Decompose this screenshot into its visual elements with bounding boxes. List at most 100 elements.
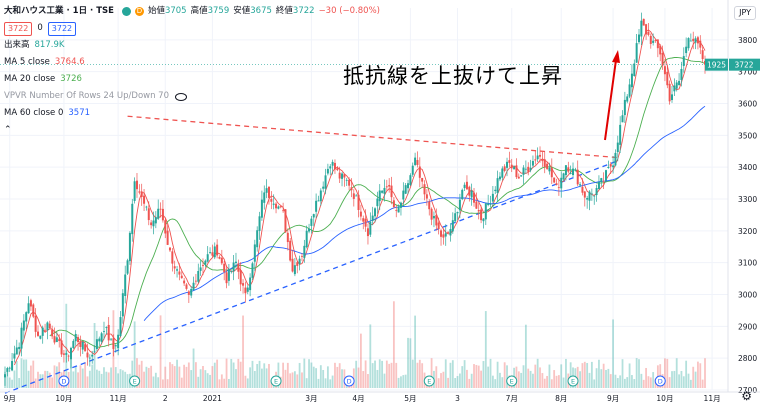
candle-body <box>489 204 492 205</box>
candle-body <box>680 68 683 81</box>
volume-bar <box>232 362 235 388</box>
candle-body <box>341 173 344 179</box>
candle-body <box>548 167 551 172</box>
volume-bar <box>555 375 558 388</box>
candle-body <box>397 206 400 213</box>
indicator-vpvr[interactable]: VPVR Number Of Rows 24 Up/Down 70 <box>4 88 380 105</box>
volume-bar <box>668 377 671 388</box>
volume-bar <box>649 377 652 388</box>
candle-body <box>701 50 704 60</box>
candle-body <box>432 216 435 219</box>
volume-bar <box>602 363 605 388</box>
volume-bar <box>110 367 112 388</box>
candle-body <box>166 230 169 245</box>
chevron-up-icon[interactable]: ⌃ <box>4 125 12 135</box>
candle-body <box>93 351 96 353</box>
volume-bar <box>614 374 617 388</box>
volume-bar <box>378 359 381 388</box>
candle-body <box>18 346 21 350</box>
volume-bar <box>652 372 655 388</box>
volume-bar <box>218 379 221 388</box>
candle-body <box>322 186 325 189</box>
candle-body <box>187 291 190 295</box>
volume-bar <box>473 364 475 388</box>
volume-bar <box>331 375 334 388</box>
x-tick-label: 2 <box>163 394 168 403</box>
volume-bar <box>550 379 553 388</box>
candle-body <box>482 218 485 222</box>
earnings-marker-icon <box>423 375 435 387</box>
indicator-ma20[interactable]: MA 20 close 3726 <box>4 71 380 88</box>
gear-icon[interactable]: ⚙ <box>741 389 752 403</box>
volume-bar <box>20 358 23 388</box>
candle-body <box>258 216 261 231</box>
candle-body <box>199 267 202 271</box>
candle-body <box>100 333 103 342</box>
candle-body <box>409 175 412 185</box>
candle-body <box>569 172 572 174</box>
volume-bar <box>484 311 487 388</box>
candle-body <box>449 229 452 236</box>
volume-bar <box>199 369 202 388</box>
volume-bar <box>289 373 292 388</box>
currency-selector[interactable]: JPY <box>734 6 756 20</box>
candle-body <box>131 203 134 235</box>
volume-bar <box>185 366 188 388</box>
volume-bar <box>673 370 676 388</box>
candle-body <box>687 38 690 49</box>
volume-bar <box>98 370 101 388</box>
volume-bar <box>72 371 75 388</box>
candle-body <box>121 293 124 317</box>
low-label: 安値 <box>233 6 251 16</box>
volume-bar <box>435 366 438 388</box>
candle-body <box>44 329 47 331</box>
chart-annotation[interactable]: 抵抗線を上抜けて上昇 <box>343 64 563 88</box>
candle-body <box>572 168 575 176</box>
last-price-bg <box>729 58 760 71</box>
volume-bar <box>581 363 584 388</box>
volume-bar <box>491 375 494 388</box>
buy-button[interactable]: 3722 <box>47 21 77 36</box>
volume-bar <box>355 360 358 388</box>
candle-body <box>237 263 240 272</box>
candle-body <box>296 262 299 266</box>
candle-body <box>623 99 626 116</box>
symbol-title[interactable]: 大和ハウス工業 · 1日 · TSE <box>4 6 114 16</box>
volume-bar <box>548 364 551 388</box>
volume-bar <box>171 364 174 388</box>
indicator-volume[interactable]: 出来高 817.9K <box>4 37 380 54</box>
volume-bar <box>539 367 541 388</box>
volume-bar <box>291 372 294 388</box>
volume-bar <box>263 363 266 388</box>
candle-body <box>293 265 296 275</box>
x-tick-label: 10月 <box>55 394 72 403</box>
candle-body <box>105 327 108 328</box>
volume-bar <box>565 358 567 388</box>
volume-bar <box>58 362 61 388</box>
last-price-label: 3722 <box>734 61 753 70</box>
candle-body <box>147 208 150 221</box>
indicator-ma60[interactable]: MA 60 close 0 3571 <box>4 105 380 122</box>
candle-body <box>418 166 421 178</box>
volume-bar <box>46 370 49 388</box>
candle-body <box>27 303 30 314</box>
volume-bar <box>301 372 303 388</box>
candle-body <box>616 142 619 153</box>
volume-bar <box>13 370 16 388</box>
y-tick-label: 3200 <box>738 227 757 236</box>
candle-body <box>216 244 219 256</box>
volume-bar <box>364 360 367 388</box>
candle-body <box>513 166 516 170</box>
volume-bar <box>362 371 365 388</box>
hidden-eye-icon[interactable] <box>175 92 188 101</box>
collapse-legend-row[interactable]: ⌃ <box>4 122 380 139</box>
volume-bar <box>70 358 72 388</box>
volume-bar <box>96 369 98 388</box>
volume-bar <box>103 367 105 388</box>
candle-body <box>444 233 447 237</box>
sell-button[interactable]: 3722 <box>4 21 33 36</box>
candle-body <box>270 199 273 202</box>
resistance-line <box>127 115 618 159</box>
indicator-ma5[interactable]: MA 5 close 3764.6 <box>4 54 380 71</box>
